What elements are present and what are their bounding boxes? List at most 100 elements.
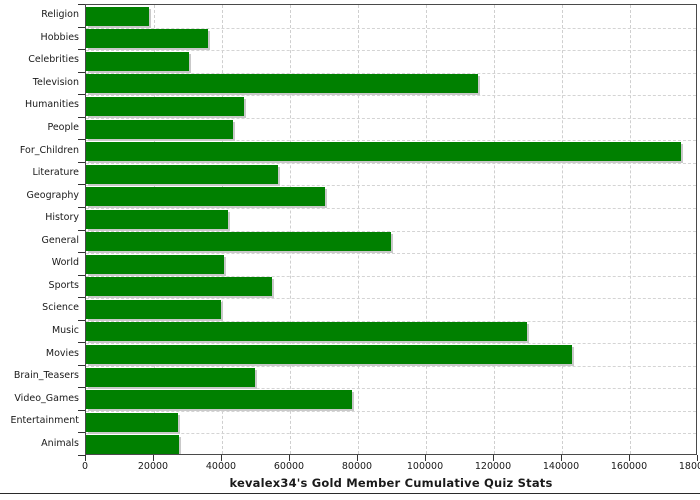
horizontal-gridline [86, 140, 696, 141]
y-axis-label: Humanities [24, 99, 79, 110]
horizontal-gridline [86, 411, 696, 412]
vertical-gridline [222, 5, 223, 454]
y-axis-tick [78, 207, 85, 208]
bar-animals [86, 435, 179, 454]
y-axis-tick [78, 320, 85, 321]
bar-religion [86, 7, 149, 26]
bar-for_children [86, 142, 681, 161]
y-axis-tick [78, 410, 85, 411]
x-axis-tick [357, 455, 358, 461]
horizontal-gridline [86, 185, 696, 186]
bar-movies [86, 345, 572, 364]
bar-world [86, 255, 224, 274]
x-axis-label: 100000 [406, 461, 444, 472]
y-axis-tick [78, 27, 85, 28]
horizontal-gridline [86, 343, 696, 344]
x-axis-tick [153, 455, 154, 461]
horizontal-gridline [86, 276, 696, 277]
y-axis-tick [78, 139, 85, 140]
y-axis-label: History [45, 212, 79, 223]
y-axis-tick [78, 94, 85, 95]
vertical-gridline [358, 5, 359, 454]
bottom-divider [0, 493, 700, 494]
bar-history [86, 210, 228, 229]
bar-celebrities [86, 52, 189, 71]
horizontal-gridline [86, 95, 696, 96]
bar-video_games [86, 390, 352, 409]
x-axis-label: 120000 [474, 461, 512, 472]
y-axis-tick [78, 297, 85, 298]
horizontal-gridline [86, 208, 696, 209]
bar-general [86, 232, 391, 251]
y-axis-tick [78, 230, 85, 231]
x-axis-label: 140000 [542, 461, 580, 472]
y-axis-tick [78, 387, 85, 388]
bar-television [86, 74, 478, 93]
x-axis-label: 60000 [273, 461, 305, 472]
horizontal-gridline [86, 433, 696, 434]
y-axis-label: Movies [45, 348, 79, 359]
y-axis-tick [78, 4, 85, 5]
x-axis-tick [289, 455, 290, 461]
x-axis-label: 40000 [205, 461, 237, 472]
bar-geography [86, 187, 325, 206]
x-axis-tick [561, 455, 562, 461]
bar-entertainment [86, 413, 178, 432]
x-axis-tick [629, 455, 630, 461]
y-axis-tick [78, 162, 85, 163]
vertical-gridline [630, 5, 631, 454]
bar-brain_teasers [86, 368, 255, 387]
y-axis-tick [78, 455, 85, 456]
y-axis-label: Science [42, 302, 79, 313]
bar-humanities [86, 97, 244, 116]
horizontal-gridline [86, 298, 696, 299]
y-axis-label: Religion [41, 9, 79, 20]
horizontal-gridline [86, 50, 696, 51]
horizontal-gridline [86, 388, 696, 389]
y-axis-tick [78, 49, 85, 50]
horizontal-gridline [86, 118, 696, 119]
y-axis-tick [78, 117, 85, 118]
horizontal-gridline [86, 73, 696, 74]
y-axis-label: Hobbies [40, 32, 79, 43]
vertical-gridline [562, 5, 563, 454]
y-axis-label: Brain_Teasers [13, 370, 79, 381]
x-axis-label: 160000 [610, 461, 648, 472]
x-axis-label: 20000 [137, 461, 169, 472]
vertical-gridline [290, 5, 291, 454]
x-axis-label: 180000 [678, 461, 700, 472]
y-axis-tick [78, 342, 85, 343]
y-axis-label: World [51, 257, 79, 268]
horizontal-gridline [86, 366, 696, 367]
y-axis-label: Video_Games [14, 393, 79, 404]
y-axis-tick [78, 365, 85, 366]
y-axis-label: Sports [48, 280, 79, 291]
x-axis-tick [221, 455, 222, 461]
chart-title: kevalex34's Gold Member Cumulative Quiz … [229, 476, 553, 490]
y-axis-tick [78, 72, 85, 73]
y-axis-label: For_Children [19, 145, 79, 156]
y-axis-tick [78, 184, 85, 185]
horizontal-gridline [86, 253, 696, 254]
bar-sports [86, 277, 272, 296]
plot-area [85, 4, 697, 455]
bar-people [86, 120, 233, 139]
bar-hobbies [86, 29, 208, 48]
bar-science [86, 300, 221, 319]
horizontal-gridline [86, 321, 696, 322]
y-axis-label: People [47, 122, 79, 133]
y-axis-label: General [41, 235, 79, 246]
x-axis-tick [85, 455, 86, 461]
y-axis-label: Literature [32, 167, 79, 178]
y-axis-label: Television [32, 77, 79, 88]
y-axis-label: Celebrities [28, 54, 79, 65]
horizontal-gridline [86, 28, 696, 29]
x-axis-label: 0 [81, 461, 89, 472]
x-axis-tick [697, 455, 698, 461]
y-axis-label: Music [51, 325, 79, 336]
horizontal-gridline [86, 231, 696, 232]
horizontal-gridline [86, 163, 696, 164]
y-axis-tick [78, 432, 85, 433]
x-axis-tick [493, 455, 494, 461]
